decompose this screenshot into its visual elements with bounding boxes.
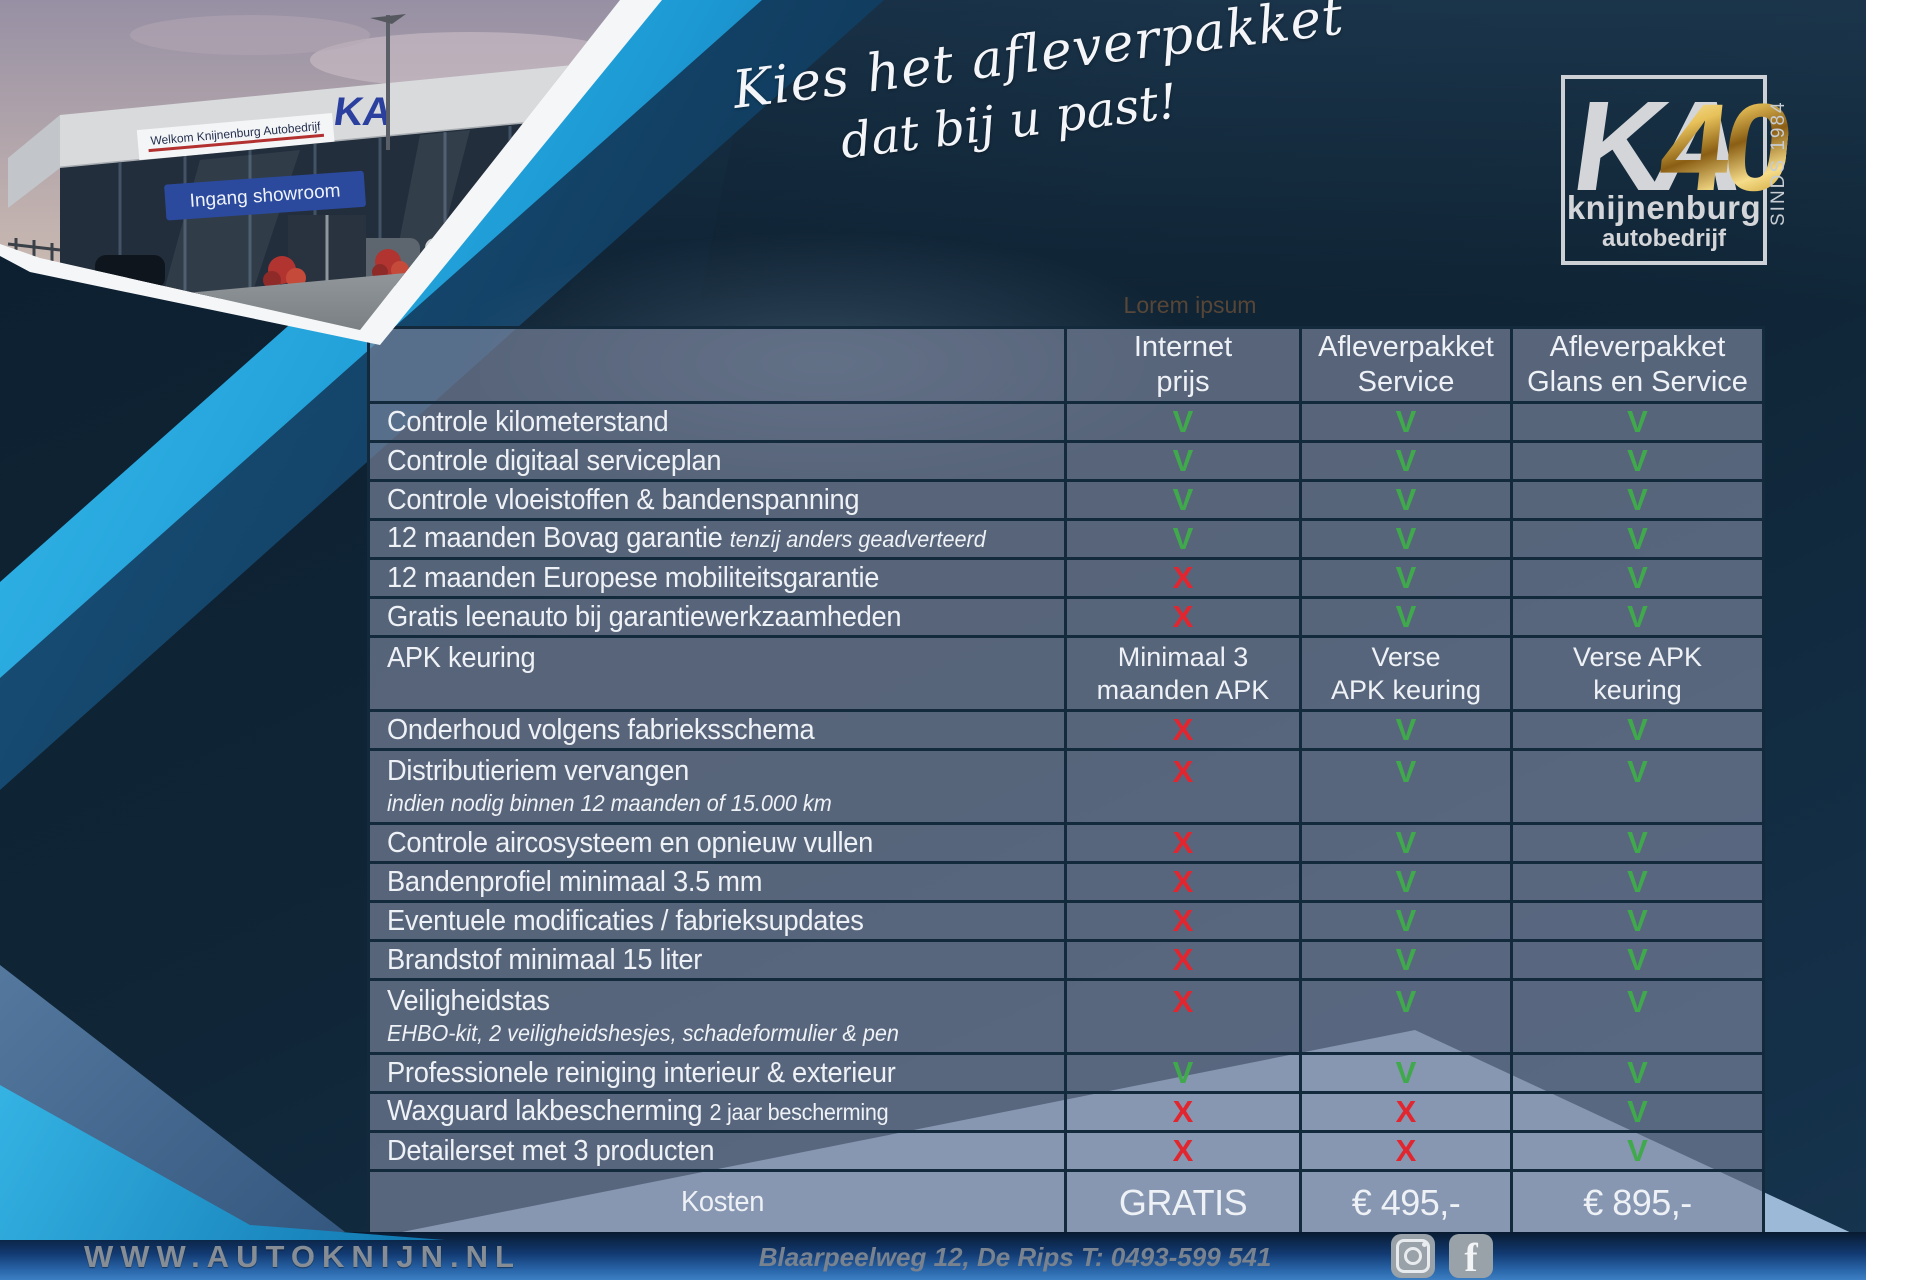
- lorem-watermark: Lorem ipsum: [1123, 292, 1257, 318]
- footer-bar: WWW.AUTOKNIJN.NL Blaarpeelweg 12, De Rip…: [0, 1232, 1920, 1280]
- table-row: Controle digitaal serviceplan V V V: [370, 440, 1762, 479]
- table-row: Professionele reiniging interieur & exte…: [370, 1052, 1762, 1091]
- price-service: € 495,-: [1351, 1181, 1461, 1223]
- company-logo: KA 40 knijnenburg autobedrijf: [1561, 75, 1794, 265]
- table-row-apk: APK keuring Minimaal 3 maanden APK Verse…: [370, 635, 1762, 709]
- photo-facade-logo: KA: [331, 89, 395, 134]
- table-row: 12 maanden Bovag garantie tenzij anders …: [370, 518, 1762, 557]
- logo-since-1984: SINDS 1984: [1768, 100, 1789, 226]
- table-row: Brandstof minimaal 15 liter X V V: [370, 939, 1762, 978]
- package-comparison-table: Internet prijs Afleverpakket Service Afl…: [367, 326, 1765, 1236]
- table-row: Controle aircosysteem en opnieuw vullen …: [370, 822, 1762, 861]
- table-row: Controle kilometerstand V V V: [370, 401, 1762, 440]
- table-row-kosten: Kosten GRATIS € 495,- € 895,-: [370, 1169, 1762, 1233]
- header-empty-cell: [370, 329, 1064, 401]
- price-internet: GRATIS: [1118, 1181, 1248, 1223]
- right-white-strip: [1866, 0, 1920, 1280]
- table-row: Waxguard lakbescherming 2 jaar beschermi…: [370, 1091, 1762, 1130]
- table-row: Onderhoud volgens fabrieksschema X V V: [370, 709, 1762, 748]
- table-row: Distributieriem vervangen indien nodig b…: [370, 748, 1762, 822]
- website-url[interactable]: WWW.AUTOKNIJN.NL: [84, 1239, 521, 1274]
- logo-name: knijnenburg: [1565, 189, 1763, 227]
- header-afleverpakket-service: Afleverpakket Service: [1299, 329, 1510, 401]
- table-header-row: Internet prijs Afleverpakket Service Afl…: [370, 329, 1762, 401]
- table-row: Gratis leenauto bij garantiewerkzaamhede…: [370, 596, 1762, 635]
- table-row: Eventuele modificaties / fabrieksupdates…: [370, 900, 1762, 939]
- price-glans-service: € 895,-: [1583, 1181, 1692, 1223]
- facebook-icon[interactable]: f: [1449, 1234, 1493, 1280]
- logo-subtitle: autobedrijf: [1602, 225, 1726, 252]
- address-phone: Blaarpeelweg 12, De Rips T: 0493-599 541: [758, 1242, 1272, 1272]
- table-row: Veiligheidstas EHBO-kit, 2 veiligheidshe…: [370, 978, 1762, 1052]
- table-row: Bandenprofiel minimaal 3.5 mm X V V: [370, 861, 1762, 900]
- header-afleverpakket-glans-service: Afleverpakket Glans en Service: [1510, 329, 1762, 401]
- header-internet-prijs: Internet prijs: [1064, 329, 1299, 401]
- table-row: Detailerset met 3 producten X X V: [370, 1130, 1762, 1169]
- table-row: Controle vloeistoffen & bandenspanning V…: [370, 479, 1762, 518]
- table-row: 12 maanden Europese mobiliteitsgarantie …: [370, 557, 1762, 596]
- instagram-icon[interactable]: [1391, 1234, 1435, 1278]
